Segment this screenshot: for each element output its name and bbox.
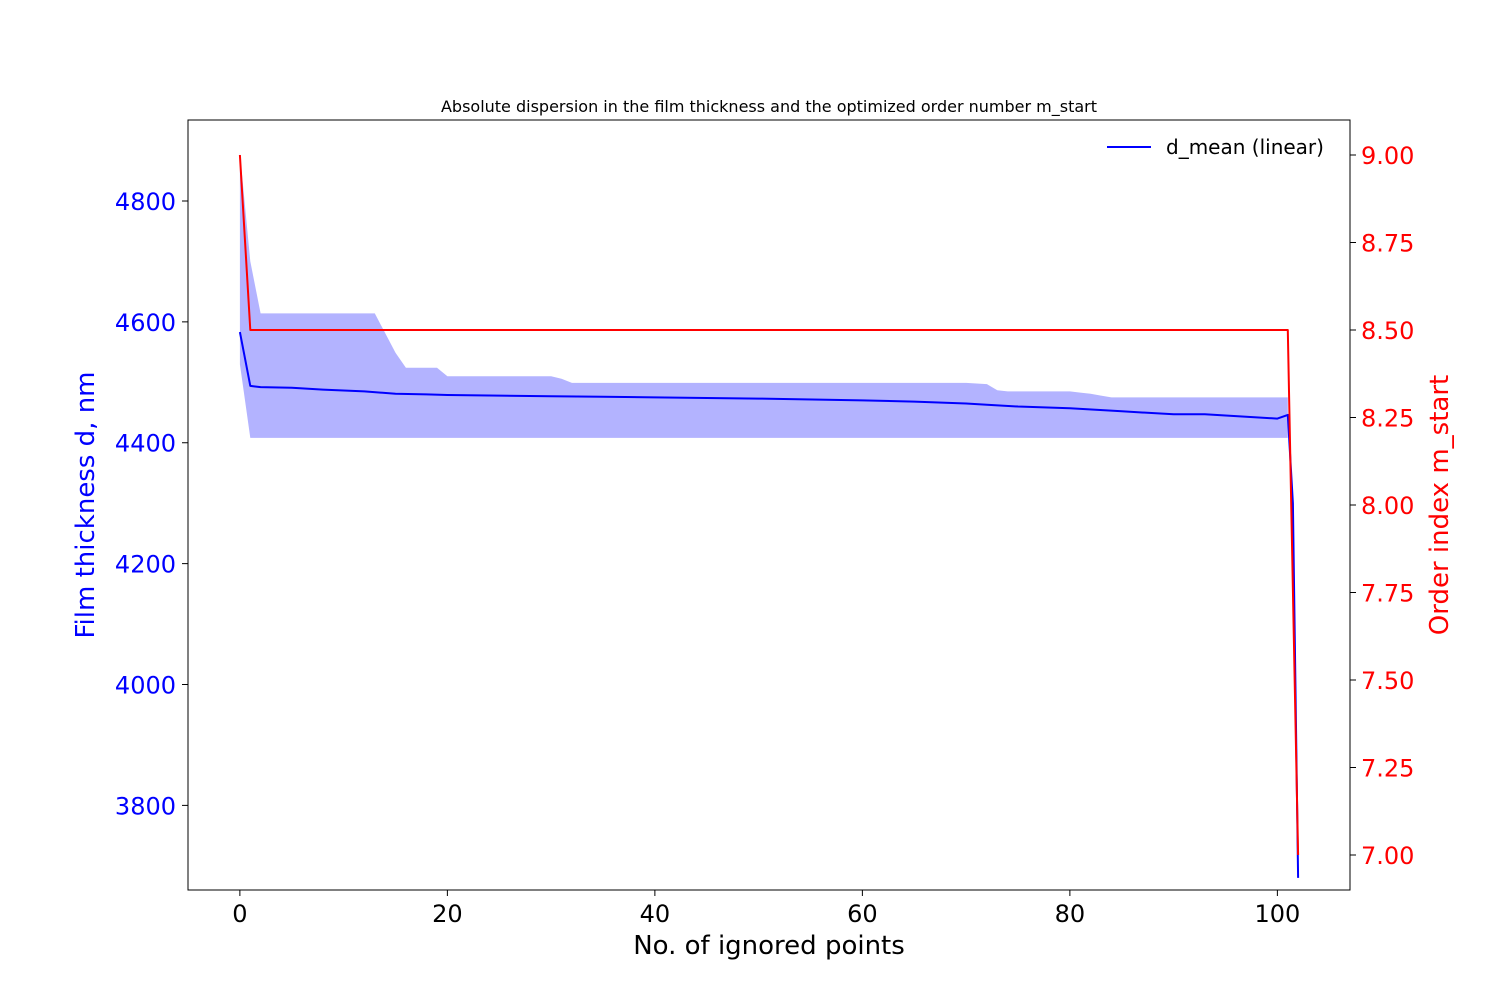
x-tick-label: 80 [1055, 900, 1086, 928]
x-axis-label: No. of ignored points [633, 931, 905, 961]
y-left-tick-label: 4200 [115, 551, 176, 579]
x-tick-label: 0 [232, 900, 247, 928]
y-left-tick-label: 4800 [115, 188, 176, 216]
y-left-tick-label: 4600 [115, 309, 176, 337]
y-right-tick-label: 8.00 [1361, 492, 1414, 520]
chart-title: Absolute dispersion in the film thicknes… [441, 97, 1097, 117]
thickness-dispersion-band [239, 152, 1288, 438]
y-right-tick-label: 7.50 [1361, 667, 1414, 695]
x-tick-label: 60 [847, 900, 878, 928]
y-right-tick-label: 9.00 [1361, 142, 1414, 170]
y-right-axis-label: Order index m_start [1425, 375, 1455, 635]
y-left-tick-label: 3800 [115, 792, 176, 820]
plot-frame [187, 119, 1351, 891]
y-right-tick-label: 8.25 [1361, 405, 1414, 433]
y-right-tick-label: 8.75 [1361, 230, 1414, 258]
legend-label-d-mean: d_mean (linear) [1166, 135, 1324, 159]
y-left-tick-label: 4400 [115, 430, 176, 458]
x-tick-label: 100 [1254, 900, 1300, 928]
x-axis-ticks: 0 20 40 60 80 100 [232, 890, 1300, 928]
y-left-axis-label: Film thickness d, nm [71, 371, 101, 638]
y-right-axis-ticks: 7.00 7.25 7.50 7.75 8.00 8.25 8.50 8.75 9.00 [1350, 142, 1414, 870]
legend: d_mean (linear) [1107, 135, 1324, 159]
y-right-tick-label: 7.75 [1361, 580, 1414, 608]
series-lines [238, 154, 1300, 878]
x-tick-label: 40 [640, 900, 671, 928]
y-left-tick-label: 4000 [115, 672, 176, 700]
y-left-axis-ticks: 3800 4000 4200 4400 4600 4800 [115, 188, 188, 820]
y-right-tick-label: 8.50 [1361, 317, 1414, 345]
series-line-m-start [238, 154, 1300, 856]
y-right-tick-label: 7.25 [1361, 755, 1414, 783]
x-tick-label: 20 [432, 900, 463, 928]
series-line-d-mean [238, 331, 1300, 878]
y-right-tick-label: 7.00 [1361, 842, 1414, 870]
dispersion-band-area [239, 152, 1288, 438]
